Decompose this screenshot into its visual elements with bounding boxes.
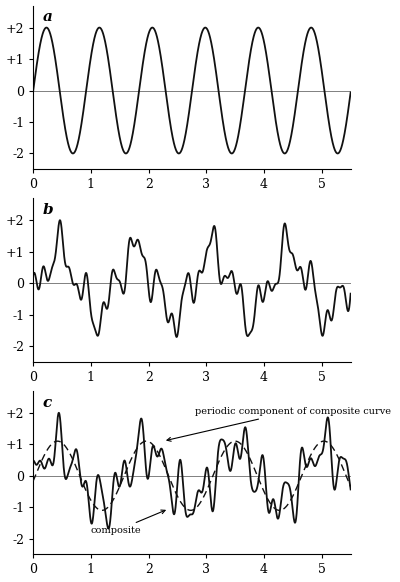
Text: composite: composite [91,510,165,535]
Text: c: c [43,396,52,410]
Text: periodic component of composite curve: periodic component of composite curve [167,407,391,441]
Text: a: a [43,10,53,24]
Text: b: b [43,203,53,217]
